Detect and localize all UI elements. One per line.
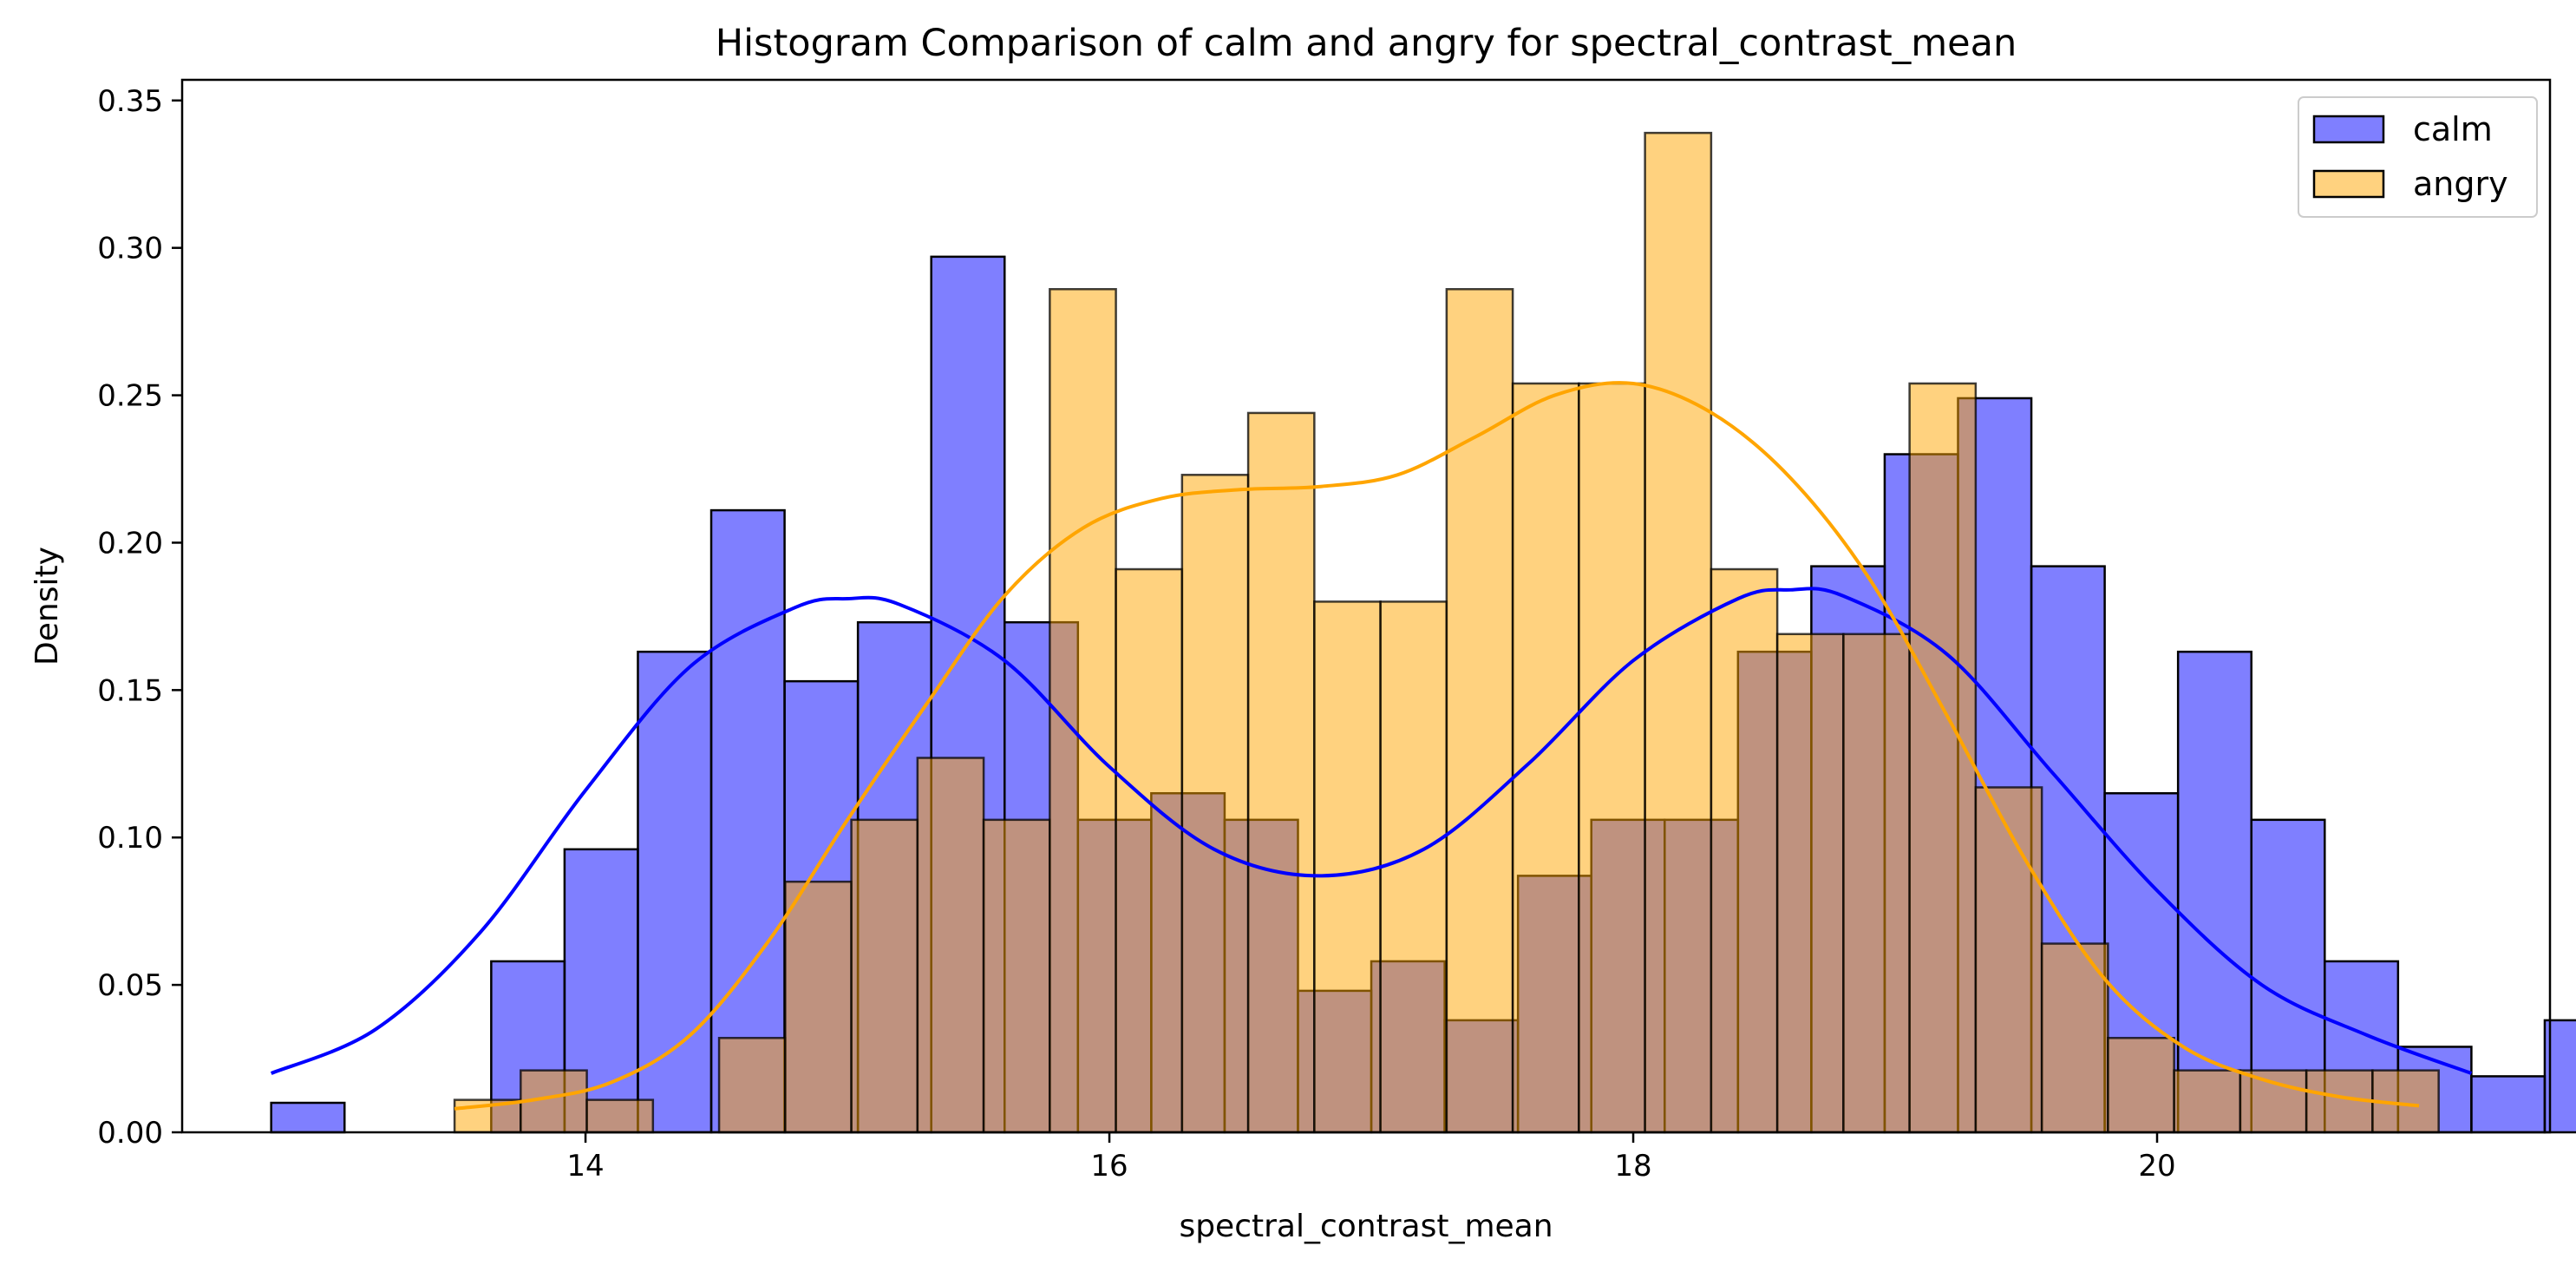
y-tick-label: 0.30 xyxy=(97,232,163,266)
y-axis-ticks: 0.00 0.05 0.10 0.15 0.20 0.25 0.30 0.35 xyxy=(97,84,182,1151)
y-tick-label: 0.15 xyxy=(97,673,163,708)
legend-label-calm: calm xyxy=(2413,110,2493,148)
angry-bar xyxy=(850,818,919,1134)
angry-bar xyxy=(1511,382,1580,1134)
angry-bar xyxy=(1115,567,1184,1134)
angry-bar xyxy=(1775,633,1845,1134)
angry-bars xyxy=(453,131,2440,1134)
angry-bar xyxy=(982,818,1051,1134)
angry-bar xyxy=(1180,474,1250,1134)
angry-kde-line xyxy=(454,381,2420,1111)
angry-bar xyxy=(2173,1069,2242,1134)
angry-bar xyxy=(916,757,985,1134)
y-tick-label: 0.20 xyxy=(97,526,163,561)
angry-bar xyxy=(1578,382,1646,1134)
x-axis-label: spectral_contrast_mean xyxy=(1179,1209,1553,1244)
angry-bar xyxy=(2239,1069,2308,1134)
x-tick-label: 20 xyxy=(2138,1149,2175,1183)
calm-bar xyxy=(270,1101,346,1134)
calm-kde-line xyxy=(270,587,2473,1075)
y-tick-label: 0.35 xyxy=(97,84,163,119)
angry-bar xyxy=(1974,786,2043,1134)
legend-label-angry: angry xyxy=(2413,165,2508,203)
legend: calm angry xyxy=(2298,96,2538,218)
x-axis-ticks: 14 16 18 20 xyxy=(566,1132,2176,1183)
angry-bar xyxy=(2107,1037,2175,1134)
angry-bar xyxy=(1908,382,1978,1134)
x-tick-label: 16 xyxy=(1090,1149,1128,1183)
angry-bar xyxy=(1379,600,1448,1134)
legend-swatch-angry xyxy=(2312,169,2385,199)
y-tick-label: 0.00 xyxy=(97,1116,163,1151)
chart-title: Histogram Comparison of calm and angry f… xyxy=(716,22,2017,65)
plot-area-frame xyxy=(180,78,2552,1134)
angry-bar xyxy=(2040,942,2109,1134)
angry-bar xyxy=(1445,287,1514,1134)
angry-bar xyxy=(717,1037,787,1134)
y-tick-label: 0.10 xyxy=(97,821,163,856)
x-tick-label: 18 xyxy=(1614,1149,1651,1183)
angry-bar xyxy=(784,880,853,1134)
kde-lines xyxy=(270,381,2473,1111)
calm-bar xyxy=(637,650,713,1134)
y-tick-label: 0.25 xyxy=(97,379,163,414)
angry-bar xyxy=(1313,600,1382,1134)
calm-bar xyxy=(2176,650,2252,1134)
angry-bar xyxy=(1246,411,1316,1134)
angry-bar xyxy=(1842,633,1911,1134)
legend-swatch-calm xyxy=(2312,115,2385,144)
y-axis-label: Density xyxy=(29,547,65,666)
angry-bar xyxy=(585,1098,655,1134)
x-tick-label: 14 xyxy=(566,1149,604,1183)
calm-bar xyxy=(2470,1075,2547,1134)
angry-bar xyxy=(1644,131,1713,1134)
angry-bar xyxy=(1049,287,1117,1134)
angry-bar xyxy=(1710,567,1779,1134)
y-tick-label: 0.05 xyxy=(97,968,163,1003)
